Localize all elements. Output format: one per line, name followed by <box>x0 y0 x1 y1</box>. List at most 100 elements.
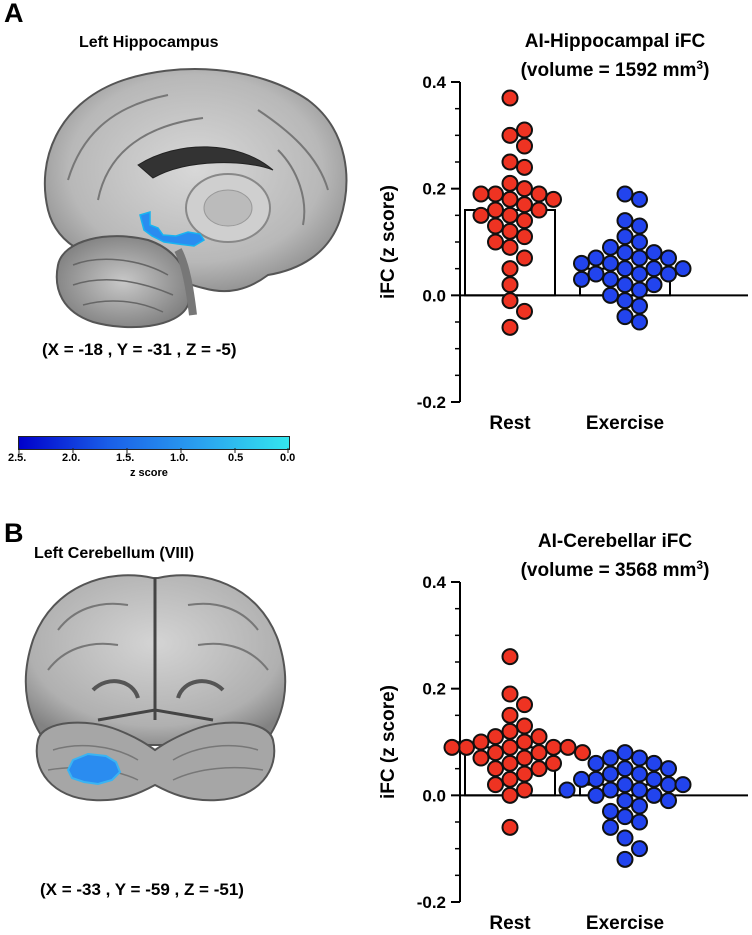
data-point-rest <box>501 685 519 703</box>
data-point-exercise <box>631 840 648 858</box>
data-point-rest <box>501 222 519 240</box>
data-point-exercise <box>602 238 619 256</box>
data-point-exercise <box>645 244 663 262</box>
data-point-rest <box>487 776 504 794</box>
data-point-rest <box>530 201 548 219</box>
coordinates-a: (X = -18 , Y = -31 , Z = -5) <box>42 340 237 359</box>
data-point-rest <box>501 292 519 310</box>
data-point-rest <box>501 260 519 278</box>
chart-subtitle: (volume = 1592 mm3) <box>521 58 710 81</box>
data-point-exercise <box>616 808 634 826</box>
chart-title: AI-Cerebellar iFC <box>538 531 692 552</box>
data-point-rest <box>501 190 519 208</box>
data-point-rest <box>501 89 519 107</box>
data-point-rest <box>516 196 533 214</box>
data-point-rest <box>516 228 533 246</box>
hippocampus-activation-cluster <box>139 210 206 247</box>
data-point-rest <box>501 754 519 772</box>
x-category-label: Rest <box>489 413 531 434</box>
data-point-exercise <box>602 270 619 288</box>
data-point-exercise <box>645 754 663 772</box>
data-point-exercise <box>587 754 605 772</box>
data-point-rest <box>487 760 504 778</box>
data-point-rest <box>545 754 562 772</box>
y-tick-label: -0.2 <box>417 893 446 912</box>
data-point-rest <box>530 744 548 762</box>
data-point-rest <box>501 770 519 788</box>
chart-hippocampal: AI-Hippocampal iFC (volume = 1592 mm3) -0.… <box>378 31 748 434</box>
data-point-rest <box>501 818 519 836</box>
data-point-rest <box>559 738 577 756</box>
data-point-rest <box>516 158 533 176</box>
y-tick-label: -0.2 <box>417 393 446 412</box>
data-point-exercise <box>645 276 663 294</box>
data-point-exercise <box>602 818 619 836</box>
data-point-exercise <box>616 212 634 230</box>
colorbar-tick-3: 1.0. <box>170 452 189 464</box>
data-point-exercise <box>573 270 590 288</box>
panel-label-a: A <box>4 0 24 28</box>
data-point-rest <box>516 180 533 198</box>
data-point-exercise <box>602 802 619 820</box>
data-point-exercise <box>616 308 634 326</box>
data-point-rest <box>501 153 519 171</box>
data-point-exercise <box>573 770 590 788</box>
y-tick-label: 0.4 <box>422 73 446 92</box>
data-point-exercise <box>587 786 605 804</box>
data-point-exercise <box>631 265 648 283</box>
data-point-exercise <box>660 776 677 794</box>
x-category-label: Exercise <box>586 413 664 434</box>
data-point-rest <box>501 648 519 666</box>
data-point-exercise <box>645 260 663 278</box>
data-point-exercise <box>645 786 663 804</box>
data-point-exercise <box>660 249 677 267</box>
data-point-exercise <box>674 776 692 794</box>
cerebellum-activation-cluster <box>66 752 122 786</box>
data-point-rest <box>545 738 562 756</box>
data-point-exercise <box>631 281 648 299</box>
data-point-exercise <box>631 297 648 315</box>
data-point-rest <box>501 126 519 144</box>
region-title-cerebellum: Left Cerebellum (VIII) <box>34 545 195 562</box>
data-point-rest <box>487 201 504 219</box>
data-point-rest <box>501 318 519 336</box>
colorbar-tick-1: 2.0. <box>62 452 81 464</box>
data-point-exercise <box>660 792 677 810</box>
data-point-exercise <box>616 760 634 778</box>
chart-title: AI-Hippocampal iFC <box>525 31 706 52</box>
data-point-exercise <box>660 760 677 778</box>
data-point-rest <box>516 212 533 230</box>
data-point-exercise <box>631 781 648 799</box>
y-tick-label: 0.2 <box>422 180 446 199</box>
colorbar-tick-0: 2.5. <box>8 452 27 464</box>
data-point-exercise <box>674 260 692 278</box>
data-point-rest <box>516 717 533 735</box>
data-point-exercise <box>631 313 648 331</box>
data-point-rest <box>487 744 504 762</box>
data-point-exercise <box>616 185 634 203</box>
data-point-rest <box>516 765 533 783</box>
panel-label-b: B <box>4 518 24 548</box>
colorbar-gradient <box>18 436 290 450</box>
data-point-rest <box>501 174 519 192</box>
x-category-label: Exercise <box>586 913 664 934</box>
data-point-exercise <box>616 260 634 278</box>
data-point-rest <box>487 217 504 235</box>
data-point-rest <box>530 760 548 778</box>
data-point-rest <box>516 696 533 714</box>
data-point-rest <box>472 185 490 203</box>
y-axis-label: iFC (z score) <box>378 685 399 799</box>
data-point-rest <box>530 728 548 746</box>
data-point-rest <box>530 185 548 203</box>
data-point-rest <box>487 728 504 746</box>
y-tick-label: 0.4 <box>422 573 446 592</box>
data-point-rest <box>472 206 490 224</box>
brain-coronal-image <box>24 574 287 802</box>
data-point-rest <box>472 749 490 767</box>
data-point-rest <box>458 738 475 756</box>
data-point-exercise <box>616 776 634 794</box>
chart-cerebellar: AI-Cerebellar iFC (volume = 3568 mm3) -0.2… <box>378 531 748 934</box>
chart-subtitle: (volume = 3568 mm3) <box>521 558 710 581</box>
data-point-rest <box>516 302 533 320</box>
colorbar: 2.5. 2.0. 1.5. 1.0. 0.5 0.0 z score <box>8 436 304 482</box>
